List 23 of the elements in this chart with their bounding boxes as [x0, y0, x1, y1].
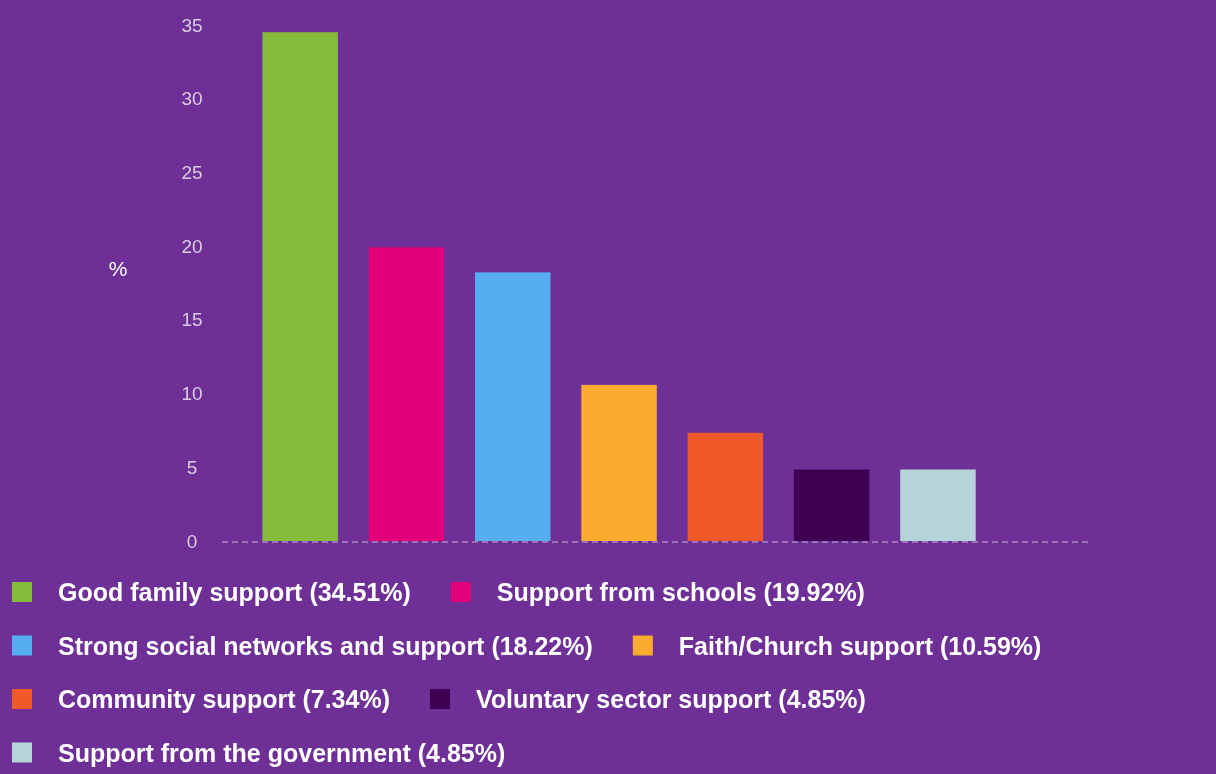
y-tick-label: 15 — [181, 309, 203, 331]
y-tick-label: 35 — [181, 14, 203, 36]
bar — [793, 469, 870, 541]
legend-label: Good family support (34.51%) — [58, 578, 411, 606]
bar — [900, 469, 976, 541]
legend-label: Support from schools (19.92%) — [496, 578, 865, 606]
y-tick-label: 30 — [181, 88, 203, 110]
legend-label: Voluntary sector support (4.85%) — [475, 685, 866, 713]
legend-label: Community support (7.34%) — [58, 685, 390, 713]
legend-label: Strong social networks and support (18.22%) — [58, 631, 593, 660]
y-tick-label: 5 — [186, 456, 198, 478]
y-tick-label: 0 — [186, 530, 198, 552]
bar — [687, 432, 764, 541]
legend-label: Faith/Church support (10.59%) — [678, 631, 1042, 660]
bar — [368, 247, 445, 541]
y-tick-label: 10 — [181, 383, 203, 405]
bar — [475, 272, 551, 541]
legend-label: Support from the government (4.85%) — [58, 738, 506, 767]
y-axis-title: % — [108, 256, 128, 280]
bar — [581, 384, 657, 541]
y-tick-label: 25 — [181, 161, 203, 183]
bar — [262, 32, 338, 541]
y-tick-label: 20 — [181, 235, 203, 257]
